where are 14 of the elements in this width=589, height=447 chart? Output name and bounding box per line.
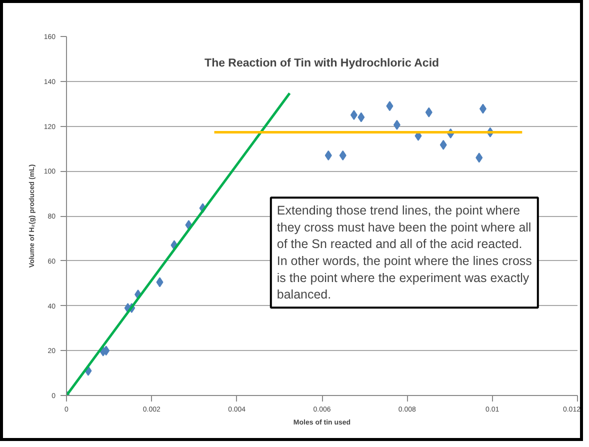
annotation: Extending those trend lines, the point where they cross must have been the point where all of the Sn reacted and all of the acid reacted. In other words, the point where the lines cross is the point where the experiment was exactly balanced. [276,204,532,302]
point [479,104,486,114]
point [386,101,394,112]
point [358,112,365,122]
point [476,152,483,163]
point [425,107,432,118]
point [393,120,400,130]
point [102,346,110,356]
point [324,150,332,160]
point [156,277,164,288]
point [350,110,358,120]
point [440,140,447,150]
text: The Reaction of Tin with Hydrochloric Acid [204,57,440,70]
point [339,150,346,160]
